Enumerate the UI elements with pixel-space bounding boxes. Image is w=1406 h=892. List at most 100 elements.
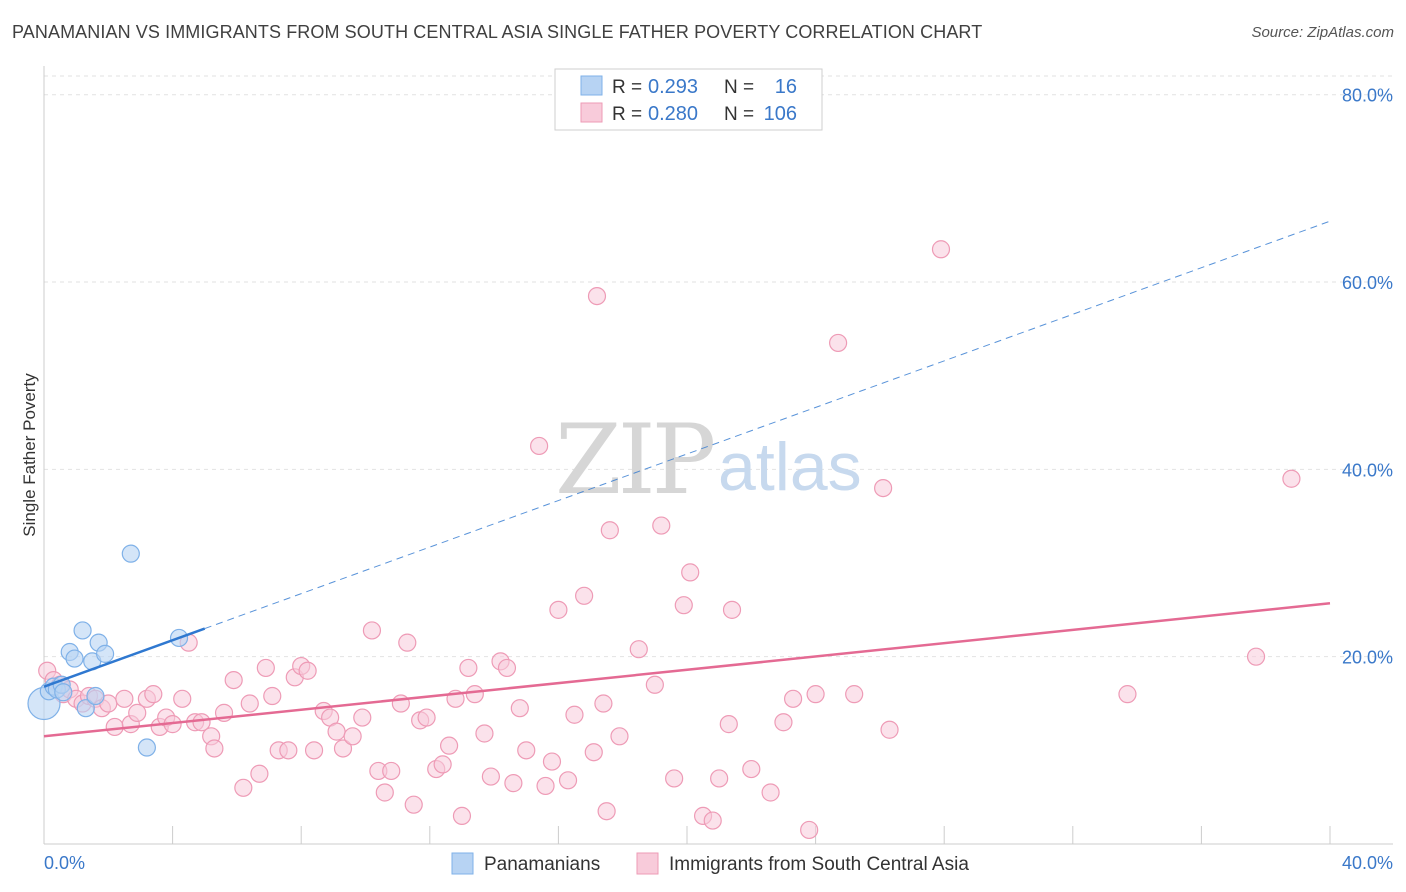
pink-point (375, 783, 394, 802)
pink-point (597, 802, 616, 821)
x-tick-label-max: 40.0% (1342, 853, 1393, 873)
pink-point (584, 743, 603, 762)
pink-point (417, 708, 436, 727)
pink-point (439, 736, 459, 755)
pink-point (304, 741, 324, 760)
blue-point (65, 649, 84, 668)
pink-point (536, 776, 555, 796)
blue-point (76, 699, 95, 718)
y-tick-label: 40.0% (1342, 460, 1393, 480)
pink-point (575, 586, 594, 605)
stats-legend: R = 0.293 N = 16 R = 0.280 N = 106 (554, 68, 823, 131)
pink-point (224, 670, 243, 690)
immigrants-trend-line (43, 602, 1331, 738)
pink-point (256, 658, 275, 678)
pink-point (343, 727, 362, 746)
watermark-atlas: atlas (718, 429, 862, 505)
pink-point (742, 759, 761, 779)
pink-point (333, 739, 353, 758)
watermark-zip: ZIP (555, 404, 714, 516)
pink-point (761, 783, 780, 802)
pink-point (517, 741, 536, 760)
pink-point (475, 724, 494, 743)
pink-point (783, 689, 803, 708)
pink-point (874, 478, 893, 498)
pink-point (362, 621, 382, 640)
trend-lines (43, 220, 1331, 738)
pink-point (115, 689, 134, 708)
pink-point (497, 658, 517, 678)
series-legend: Panamanians Immigrants from South Centra… (451, 852, 969, 875)
x-tick-label-min: 0.0% (44, 853, 85, 873)
legend-n-label-1: N = (724, 104, 754, 125)
pink-point (806, 685, 825, 704)
pink-point (1118, 685, 1137, 704)
pink-point (845, 685, 864, 704)
pink-point (279, 741, 298, 760)
pink-point (774, 713, 793, 732)
pink-point (645, 675, 664, 694)
legend-r-label-1: R = (612, 104, 642, 125)
chart-title: PANAMANIAN VS IMMIGRANTS FROM SOUTH CENT… (12, 22, 983, 42)
y-axis-label: Single Father Poverty (20, 373, 39, 537)
pink-point (398, 633, 417, 652)
panamanians-trend-line (43, 627, 206, 688)
pink-point (382, 761, 401, 781)
pink-point (665, 769, 684, 788)
grid-lines (44, 75, 1393, 658)
pink-point (800, 820, 819, 840)
bottom-legend-label-immigrants: Immigrants from South Central Asia (669, 854, 969, 875)
pink-point (504, 774, 523, 793)
pink-point (327, 722, 346, 741)
pink-point (587, 286, 607, 306)
legend-n-label-0: N = (724, 77, 754, 98)
legend-n-value-1: 106 (764, 103, 797, 125)
watermark: ZIP atlas (555, 404, 862, 516)
pink-point (549, 600, 568, 619)
legend-n-value-0: 16 (775, 76, 797, 98)
legend-swatch-immigrants (580, 102, 603, 123)
pink-point (510, 699, 529, 718)
pink-point (829, 333, 848, 353)
blue-point (73, 621, 92, 640)
blue-point (86, 686, 105, 706)
pink-point (353, 708, 372, 727)
pink-point (433, 755, 452, 774)
pink-point (404, 795, 423, 814)
bottom-legend-label-panamanians: Panamanians (484, 854, 600, 875)
pink-point (452, 806, 472, 826)
pink-point (931, 240, 951, 259)
blue-point (121, 544, 140, 563)
pink-point (880, 720, 899, 739)
pink-point (459, 658, 478, 678)
pink-point (1246, 647, 1266, 666)
pink-point (681, 563, 700, 582)
pink-point (128, 703, 147, 722)
y-tick-label: 20.0% (1342, 648, 1393, 668)
pink-point (144, 685, 163, 704)
pink-point (205, 739, 224, 758)
pink-point (481, 767, 500, 786)
blue-point (137, 738, 156, 757)
pink-point (263, 686, 282, 706)
pink-point (610, 727, 629, 746)
pink-point (530, 436, 549, 456)
pink-point (722, 600, 742, 619)
pink-point (192, 713, 211, 732)
pink-point (674, 596, 693, 615)
legend-swatch-panamanians (580, 75, 603, 96)
y-tick-label: 80.0% (1342, 86, 1393, 106)
pink-point (600, 521, 619, 540)
tick-labels: 20.0% 40.0% 60.0% 80.0% 0.0% 40.0% (44, 86, 1393, 873)
bottom-legend-swatch-immigrants (636, 852, 659, 875)
pink-point (1282, 469, 1301, 488)
pink-point (652, 516, 671, 535)
pink-point (298, 661, 317, 680)
pink-point (565, 705, 584, 724)
pink-point (240, 694, 259, 713)
blue-point (54, 683, 73, 702)
pink-point (629, 640, 648, 659)
pink-point (250, 764, 269, 783)
y-tick-label: 60.0% (1342, 273, 1393, 293)
